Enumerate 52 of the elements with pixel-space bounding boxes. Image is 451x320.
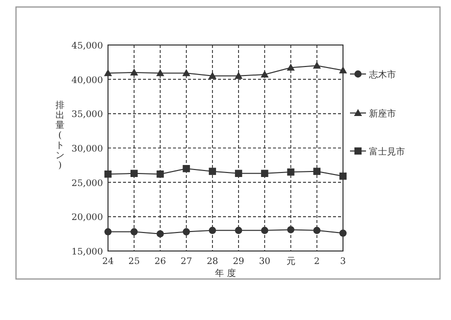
point [130,228,138,236]
y-tick-label: 25,000 [72,178,104,189]
x-tick-label: 27 [180,257,192,267]
x-tick-label: 26 [154,257,166,267]
legend-label: 新座市 [369,108,396,120]
legend-label: 富士見市 [369,146,405,158]
legend-label: 志木市 [369,70,396,80]
point [313,226,320,234]
point [234,170,242,178]
x-axis-title: 年 度 [215,268,236,279]
point [208,226,216,234]
point [339,230,347,237]
point [261,170,268,178]
point [313,168,320,175]
x-tick-label: 28 [206,257,218,267]
y-tick-label: 40,000 [72,76,104,86]
point [156,69,164,76]
point [130,170,138,178]
x-tick-label: 3 [340,257,346,267]
point [156,170,164,178]
point [234,226,242,234]
point [287,168,294,176]
point [156,230,164,238]
point [339,66,347,74]
x-tick-label: 25 [128,257,140,267]
x-tick-label: 24 [102,257,114,267]
point [339,172,347,180]
point [234,72,243,79]
y-tick-label: 30,000 [72,144,104,154]
point [182,69,190,76]
point [182,165,190,172]
point [260,70,269,78]
y-tick-label: 15,000 [72,248,104,258]
y-tick-label: 20,000 [72,213,104,224]
x-tick-label: 元 [286,256,296,267]
point [130,68,138,76]
point [104,170,112,178]
point [208,72,216,79]
point [104,228,112,236]
y-tick-label: 45,000 [72,42,104,52]
point [286,64,295,71]
x-tick-label: 2 [314,257,320,267]
y-axis-title: 排出量(トン) [56,101,64,171]
point [287,226,294,234]
point [104,69,112,76]
point [182,228,190,236]
y-tick-label: 35,000 [72,110,104,120]
x-tick-label: 30 [258,257,271,267]
point [261,226,268,234]
x-tick-label: 29 [232,257,245,267]
point [208,168,216,175]
point [312,62,321,69]
